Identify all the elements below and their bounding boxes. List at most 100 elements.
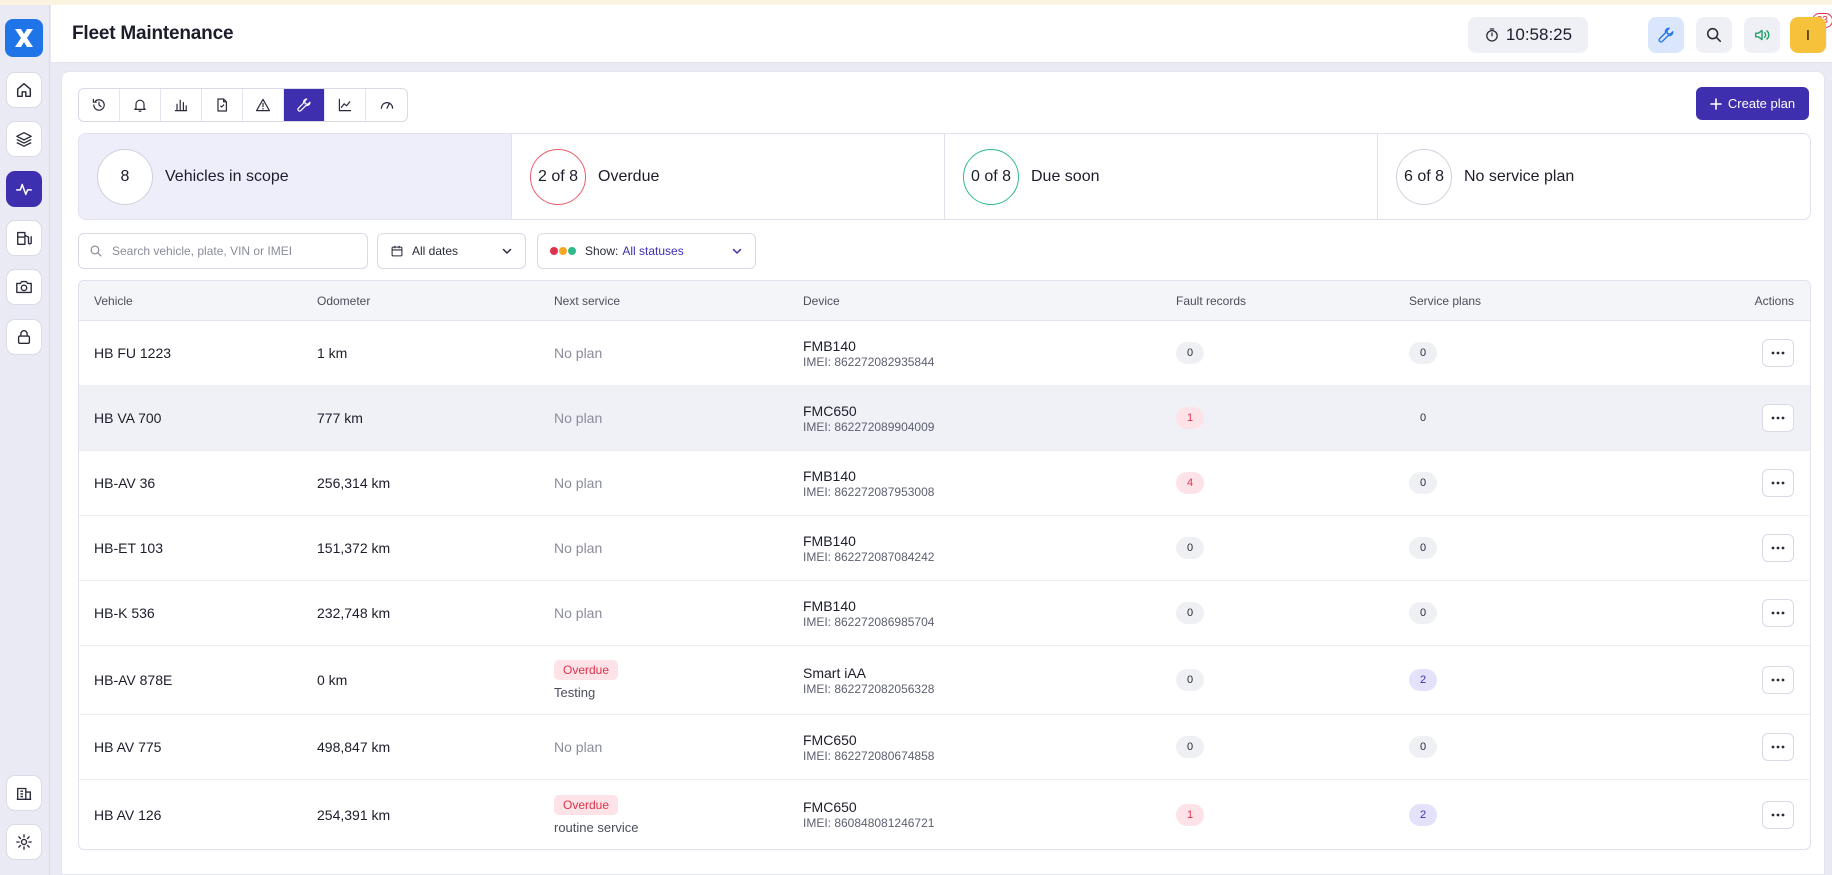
- sidebar-item-lock[interactable]: [6, 319, 42, 355]
- vehicle-name[interactable]: HB AV 126: [94, 806, 162, 823]
- table-row[interactable]: HB-K 536 232,748 km No plan FMB140 IMEI:…: [79, 581, 1810, 646]
- table-row[interactable]: HB-ET 103 151,372 km No plan FMB140 IMEI…: [79, 516, 1810, 581]
- table-row[interactable]: HB VA 700 777 km No plan FMC650 IMEI: 86…: [79, 386, 1810, 451]
- row-actions-button[interactable]: [1762, 469, 1794, 497]
- fault-count-badge[interactable]: 0: [1176, 537, 1204, 559]
- row-actions-button[interactable]: [1762, 800, 1794, 829]
- service-plan-count-badge[interactable]: 0: [1419, 412, 1427, 424]
- row-actions-button[interactable]: [1762, 666, 1794, 694]
- fault-count-badge[interactable]: 0: [1176, 669, 1204, 691]
- search-icon: [90, 245, 102, 257]
- session-timer[interactable]: 10:58:25: [1468, 17, 1588, 53]
- service-plan-count-badge[interactable]: 0: [1409, 736, 1437, 758]
- row-actions-button[interactable]: [1762, 599, 1794, 627]
- vehicle-name[interactable]: HB FU 1223: [94, 345, 172, 361]
- fault-count-badge[interactable]: 1: [1176, 407, 1204, 429]
- device-model: FMB140: [803, 532, 856, 549]
- sidebar-item-camera[interactable]: [6, 269, 42, 305]
- column-header[interactable]: Vehicle: [94, 293, 133, 308]
- status-filter-dropdown[interactable]: Show: All statuses: [537, 233, 756, 269]
- sidebar-item-activity[interactable]: [6, 171, 42, 207]
- tool-alerts[interactable]: [120, 89, 161, 121]
- next-service-text: No plan: [554, 605, 603, 621]
- table-row[interactable]: HB-AV 36 256,314 km No plan FMB140 IMEI:…: [79, 451, 1810, 516]
- sidebar-item-layers[interactable]: [6, 121, 42, 157]
- search-button[interactable]: [1696, 17, 1732, 53]
- next-service-cell: Overdue Testing: [554, 660, 803, 700]
- fault-count-badge[interactable]: 0: [1176, 342, 1204, 364]
- service-plan-count-badge[interactable]: 2: [1409, 803, 1437, 826]
- vehicle-name[interactable]: HB AV 775: [94, 739, 162, 755]
- more-horizontal-icon: [1771, 745, 1785, 749]
- tool-maintenance[interactable]: [284, 89, 325, 121]
- top-header: Fleet Maintenance 10:58:25 93: [51, 5, 1832, 63]
- device-model: FMB140: [803, 467, 856, 484]
- create-plan-button[interactable]: Create plan: [1696, 87, 1809, 120]
- app-logo[interactable]: [5, 19, 43, 57]
- fault-count-badge[interactable]: 4: [1176, 472, 1204, 494]
- tool-gauge[interactable]: [366, 89, 407, 121]
- sidebar-item-settings[interactable]: [6, 824, 42, 860]
- service-plan-count-badge[interactable]: 2: [1409, 669, 1437, 691]
- chevron-down-icon: [732, 248, 742, 255]
- avatar[interactable]: I: [1790, 17, 1826, 53]
- service-plan-count-badge[interactable]: 0: [1409, 537, 1437, 559]
- logo-icon: [15, 29, 33, 47]
- fault-count-badge[interactable]: 0: [1176, 736, 1204, 758]
- vehicle-name[interactable]: HB-K 536: [94, 605, 155, 621]
- table-row[interactable]: HB AV 126 254,391 km Overdue routine ser…: [79, 780, 1810, 849]
- search-input[interactable]: [112, 244, 352, 258]
- stopwatch-icon: [1486, 28, 1498, 42]
- more-horizontal-icon: [1771, 546, 1785, 550]
- row-actions-button[interactable]: [1762, 733, 1794, 761]
- vehicle-name[interactable]: HB VA 700: [94, 410, 162, 426]
- tool-line-chart[interactable]: [325, 89, 366, 121]
- row-actions-button[interactable]: [1762, 534, 1794, 562]
- column-header[interactable]: Odometer: [317, 293, 371, 308]
- date-filter-value: All dates: [412, 244, 459, 258]
- calendar-icon: [391, 245, 403, 257]
- layers-icon: [16, 132, 32, 147]
- stat-label: Overdue: [598, 167, 660, 185]
- column-header: Actions: [1754, 293, 1794, 308]
- fault-count-badge[interactable]: 0: [1176, 602, 1204, 624]
- table-body: HB FU 1223 1 km No plan FMB140 IMEI: 862…: [79, 321, 1810, 849]
- vehicle-name[interactable]: HB-AV 36: [94, 475, 156, 491]
- date-filter-dropdown[interactable]: All dates: [377, 233, 526, 269]
- column-header[interactable]: Device: [803, 293, 840, 308]
- fault-records-cell: 0: [1176, 736, 1409, 758]
- table-row[interactable]: HB-AV 878E 0 km Overdue Testing Smart iA…: [79, 646, 1810, 715]
- stat-overdue[interactable]: 2 of 8 Overdue: [512, 134, 945, 219]
- tool-warnings[interactable]: [243, 89, 284, 121]
- service-plans-cell: 0: [1409, 472, 1640, 494]
- tool-document[interactable]: [202, 89, 243, 121]
- service-plan-count-badge[interactable]: 0: [1409, 472, 1437, 494]
- column-header[interactable]: Service plans: [1409, 293, 1482, 308]
- stat-due-soon[interactable]: 0 of 8 Due soon: [945, 134, 1378, 219]
- sidebar-item-home[interactable]: [6, 72, 42, 108]
- row-actions-button[interactable]: [1762, 404, 1794, 432]
- fault-records-cell: 1: [1176, 407, 1409, 429]
- fault-count-badge[interactable]: 1: [1176, 803, 1204, 826]
- stat-vehicles-in-scope[interactable]: 8 Vehicles in scope: [79, 134, 512, 219]
- more-horizontal-icon: [1771, 611, 1785, 615]
- service-plan-count-badge[interactable]: 0: [1409, 602, 1437, 624]
- search-icon: [1706, 27, 1722, 43]
- sidebar-item-fuel[interactable]: [6, 220, 42, 256]
- column-header[interactable]: Next service: [554, 293, 621, 308]
- table-row[interactable]: HB AV 775 498,847 km No plan FMC650 IMEI…: [79, 715, 1810, 780]
- service-plan-count-badge[interactable]: 0: [1409, 342, 1437, 364]
- maintenance-button[interactable]: [1648, 17, 1684, 53]
- stat-no-service-plan[interactable]: 6 of 8 No service plan: [1378, 134, 1810, 219]
- audio-button[interactable]: [1744, 17, 1780, 53]
- chevron-down-icon: [502, 248, 512, 255]
- vehicle-name[interactable]: HB-AV 878E: [94, 672, 173, 688]
- tool-history[interactable]: [79, 89, 120, 121]
- table-row[interactable]: HB FU 1223 1 km No plan FMB140 IMEI: 862…: [79, 321, 1810, 386]
- vehicle-name[interactable]: HB-ET 103: [94, 540, 163, 556]
- column-header[interactable]: Fault records: [1176, 293, 1247, 308]
- sidebar-item-building[interactable]: [6, 775, 42, 811]
- row-actions-button[interactable]: [1762, 339, 1794, 367]
- tool-bar-chart[interactable]: [161, 89, 202, 121]
- next-service-text: No plan: [554, 410, 603, 426]
